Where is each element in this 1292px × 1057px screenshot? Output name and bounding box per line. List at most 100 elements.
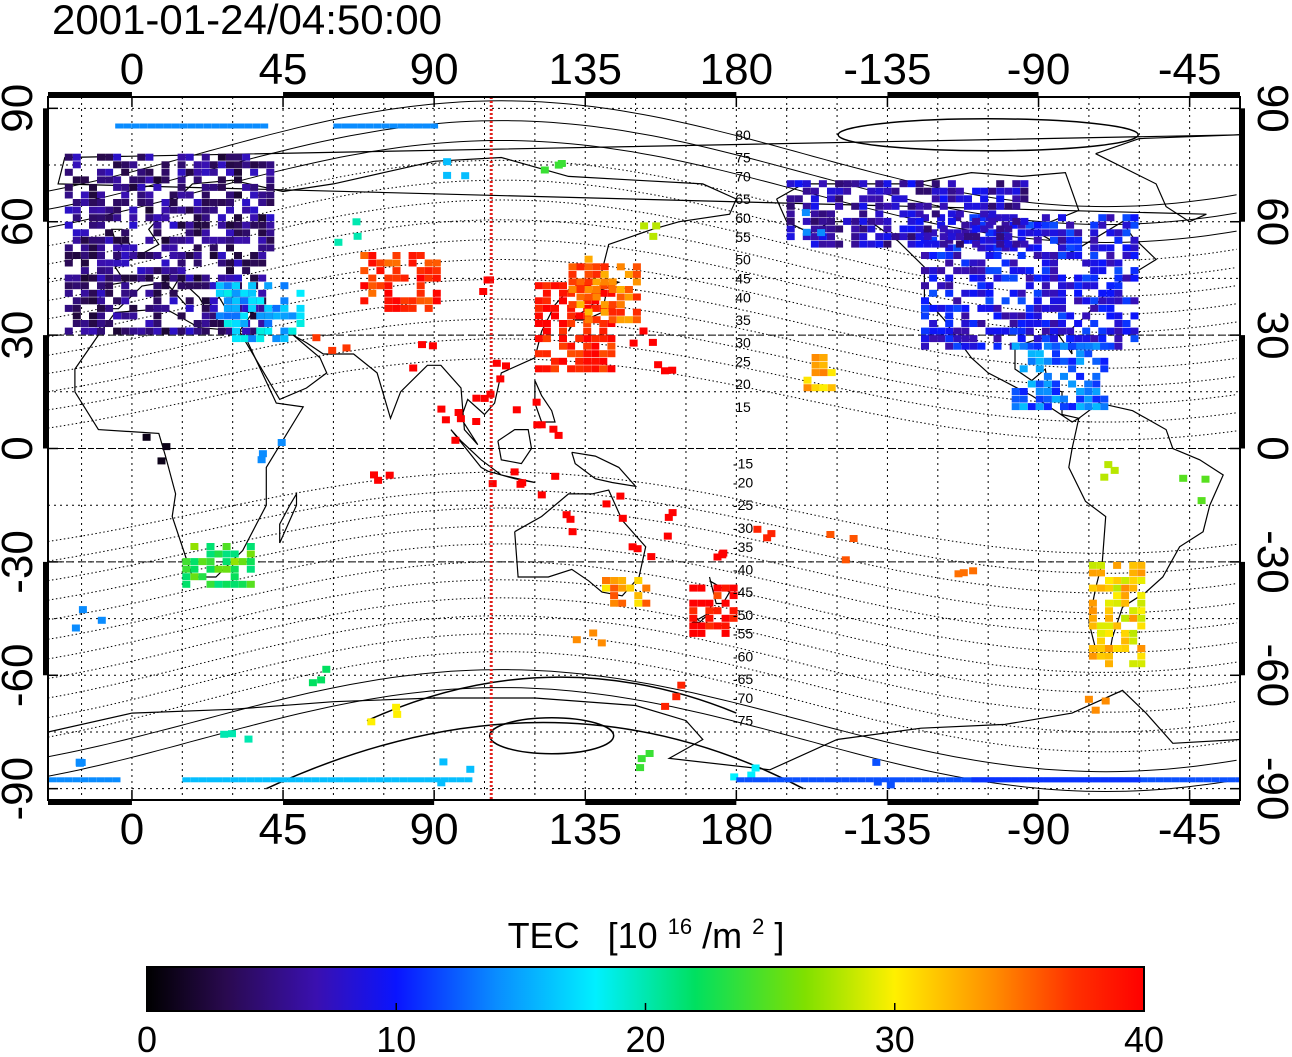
tec-cell-japan	[616, 301, 625, 309]
tec-cell-north-america	[985, 282, 994, 290]
tec-cell-central-asia	[416, 297, 425, 305]
tec-cell-north-america	[1050, 259, 1058, 267]
tec-cell-hawaii	[803, 384, 812, 392]
tec-cell-caribbean	[1027, 380, 1036, 388]
tec-cell-caribbean	[1019, 403, 1028, 411]
left-lat-label: 0	[0, 436, 42, 460]
tec-cell-europe	[64, 274, 73, 282]
tec-cell-north-america	[1041, 320, 1050, 327]
tec-cell-caribbean	[1027, 357, 1036, 365]
tec-cell-north-america	[1009, 214, 1018, 222]
tec-cell-alaska-canada	[883, 233, 892, 241]
tec-cell-polar	[206, 777, 215, 783]
tec-cell-north-america	[929, 320, 938, 327]
tec-cell-alaska-canada	[923, 225, 932, 233]
tec-cell-south-america	[1129, 584, 1138, 592]
tec-cell-south-america	[1105, 607, 1113, 615]
tec-cell-point	[551, 472, 560, 480]
tec-cell-north-america	[1009, 312, 1018, 320]
tec-cell-polar	[123, 123, 132, 129]
tec-cell-north-america	[953, 244, 962, 252]
tec-cell-north-america	[1025, 312, 1034, 320]
bottom-lon-label: -90	[1007, 805, 1071, 854]
tec-cell-alaska-canada	[786, 217, 795, 225]
tec-cell-europe	[169, 289, 178, 297]
tec-cell-east-med	[264, 320, 273, 327]
tec-cell-east-asia	[575, 335, 584, 343]
tec-cell-point	[557, 160, 566, 167]
tec-cell-alaska-canada	[996, 202, 1005, 210]
tec-cell-central-asia	[416, 282, 425, 290]
tec-cell-caribbean	[1011, 403, 1020, 411]
tec-cell-europe	[89, 236, 97, 244]
tec-cell-north-america	[1009, 221, 1018, 229]
tec-cell-point	[472, 394, 481, 402]
tec-cell-east-asia	[607, 320, 616, 327]
tec-cell-europe	[185, 191, 194, 199]
tec-cell-north-america	[945, 304, 954, 312]
tec-cell-europe	[72, 282, 81, 290]
tec-cell-japan	[576, 293, 585, 301]
tec-cell-polar	[203, 123, 212, 129]
contour-label: -55	[733, 626, 753, 642]
tec-cell-europe	[161, 206, 170, 214]
tec-cell-europe	[226, 267, 234, 275]
tec-cell-central-asia	[392, 259, 401, 267]
tec-cell-europe	[105, 289, 114, 297]
tec-cell-polar	[1043, 777, 1052, 783]
tec-cell-east-med	[232, 335, 240, 343]
tec-cell-north-america	[1082, 274, 1091, 282]
left-lat-label: -60	[0, 644, 42, 708]
tec-cell-japan	[584, 278, 593, 286]
tec-cell-north-america	[993, 214, 1002, 222]
tec-cell-north-america	[1106, 289, 1115, 297]
tec-cell-north-america	[1066, 282, 1075, 290]
tec-cell-new-zealand	[729, 592, 738, 600]
tec-cell-central-asia	[408, 252, 417, 259]
tec-cell-europe	[169, 221, 178, 229]
tec-cell-europe	[250, 161, 259, 169]
tec-cell-alaska-canada	[931, 210, 940, 218]
tec-cell-alaska-canada	[875, 187, 884, 195]
tec-cell-alaska-canada	[827, 187, 835, 195]
tec-cell-north-america	[921, 327, 929, 335]
tec-cell-caribbean	[1100, 357, 1109, 365]
tec-cell-japan	[632, 263, 641, 271]
tec-cell-north-america	[1066, 221, 1075, 229]
tec-cell-europe	[121, 191, 130, 199]
tec-cell-caribbean	[1084, 403, 1093, 411]
tec-cell-polar	[1108, 777, 1117, 783]
colorbar-unit-mid: /m	[702, 915, 742, 956]
tec-cell-europe	[145, 267, 154, 275]
tec-cell-europe	[153, 221, 162, 229]
tec-cell-point	[540, 166, 549, 174]
tec-cell-point	[826, 531, 835, 538]
tec-cell-europe	[145, 320, 154, 327]
tec-cell-point	[616, 492, 625, 500]
tec-cell-north-america	[945, 236, 954, 244]
tec-cell-europe	[217, 252, 226, 259]
tec-cell-point	[802, 228, 811, 236]
left-lat-label: -90	[0, 757, 42, 821]
tec-cell-polar	[1124, 777, 1133, 783]
tec-cell-alaska-canada	[1004, 233, 1013, 241]
tec-cell-east-med	[215, 289, 224, 297]
tec-cell-alaska-canada	[867, 195, 876, 203]
tec-cell-alaska-canada	[810, 240, 819, 248]
tec-cell-point	[418, 341, 426, 349]
tec-cell-north-america	[1050, 289, 1058, 297]
tec-cell-south-africa	[198, 573, 207, 581]
tec-cell-north-america	[953, 297, 962, 305]
tec-cell-europe	[234, 221, 242, 229]
tec-cell-north-america	[977, 282, 986, 290]
tec-cell-polar	[1060, 777, 1068, 783]
tec-cell-caribbean	[1035, 357, 1044, 365]
tec-cell-point	[78, 606, 87, 614]
tec-cell-japan	[568, 286, 577, 293]
tec-cell-east-asia	[583, 320, 592, 327]
tec-cell-caribbean	[1068, 365, 1077, 373]
tec-cell-europe	[258, 221, 267, 229]
tec-cell-point	[1091, 706, 1100, 714]
tec-cell-alaska-canada	[835, 180, 844, 188]
tec-cell-south-africa	[246, 558, 255, 566]
